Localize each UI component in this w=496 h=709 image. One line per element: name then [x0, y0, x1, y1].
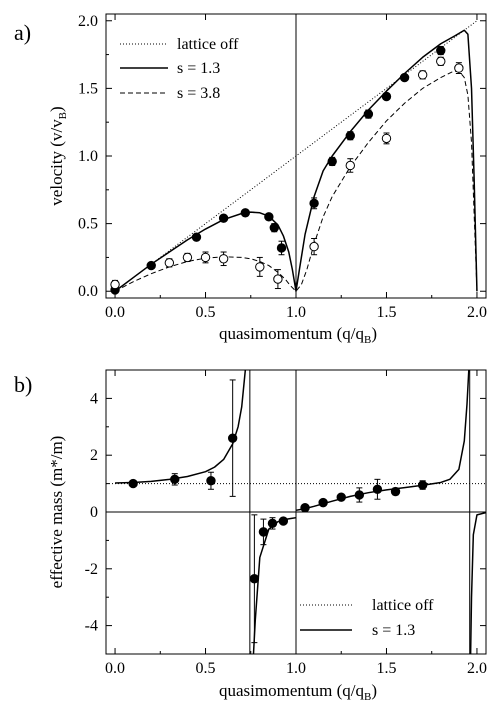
data-point-open — [218, 254, 229, 264]
data-point-open — [273, 274, 283, 284]
data-point-filled — [146, 260, 156, 271]
y-tick-label: -2 — [85, 561, 98, 578]
legend-label-s-3-8: s = 3.8 — [177, 85, 220, 102]
x-tick-label: 2.0 — [467, 660, 487, 677]
data-point-open — [164, 258, 175, 268]
data-point-filled — [318, 497, 328, 508]
data-point-open — [381, 133, 392, 144]
data-point-filled — [218, 213, 229, 223]
data-point-filled — [336, 492, 346, 502]
panel-a-label: a) — [14, 20, 31, 45]
panel-a: a) 0.0 0.5 1.0 1.5 2.0 0.0 0.5 1.0 1.5 2.0 quasim… — [14, 13, 487, 346]
curve-s-1-3 — [252, 516, 297, 654]
y-tick-label: 1.5 — [78, 80, 98, 97]
y-tick-label: 2.0 — [78, 13, 98, 30]
panel-a-data-points — [110, 45, 464, 295]
data-point-filled — [417, 480, 428, 490]
panel-a-legend: lattice off s = 1.3 s = 3.8 — [120, 36, 239, 102]
data-point-filled — [240, 208, 251, 218]
data-point-open — [454, 63, 464, 73]
data-point-open — [182, 252, 193, 263]
x-tick-label: 1.5 — [376, 660, 396, 677]
data-point-filled — [436, 45, 446, 56]
y-tick-label: 0.5 — [78, 216, 98, 233]
data-point-filled — [206, 476, 216, 486]
data-point-filled — [354, 490, 365, 500]
data-point-filled — [227, 433, 238, 443]
panel-b-y-axis-label: effective mass (m*/m) — [47, 436, 66, 589]
legend-label-s-1-3: s = 1.3 — [372, 622, 415, 639]
y-tick-label: 0.0 — [78, 283, 98, 300]
panel-a-x-axis-label: quasimomentum (q/qB) — [219, 324, 377, 346]
data-point-filled — [309, 198, 319, 209]
y-tick-label: -4 — [85, 618, 98, 635]
data-point-open — [436, 56, 446, 67]
legend-label-s-1-3: s = 1.3 — [177, 60, 220, 77]
data-point-filled — [300, 503, 310, 513]
data-point-filled — [267, 518, 278, 529]
data-point-filled — [381, 91, 392, 102]
x-tick-label: 0.5 — [196, 304, 216, 321]
panel-b-curves — [106, 370, 486, 654]
data-point-filled — [345, 131, 355, 141]
panel-b-legend: lattice off s = 1.3 — [300, 597, 434, 639]
panel-b: b) 0.0 0.5 1.0 1.5 2.0 -4 -2 0 2 4 quasimomentum … — [14, 369, 487, 703]
y-tick-label: 0 — [90, 504, 98, 521]
curve-s-1-3 — [295, 370, 470, 512]
data-point-filled — [249, 574, 260, 584]
panel-b-label: b) — [14, 372, 32, 397]
data-point-open — [417, 70, 428, 80]
x-tick-label: 2.0 — [467, 304, 487, 321]
data-point-filled — [327, 156, 337, 167]
data-point-open — [345, 160, 355, 171]
data-point-filled — [128, 478, 138, 489]
data-point-filled — [372, 484, 383, 494]
x-tick-label: 0.0 — [105, 304, 125, 321]
x-tick-label: 1.5 — [376, 304, 396, 321]
y-tick-label: 2 — [90, 447, 98, 464]
data-point-filled — [258, 527, 269, 537]
data-point-filled — [363, 109, 374, 119]
x-tick-label: 1.0 — [286, 304, 306, 321]
y-tick-label: 4 — [90, 390, 98, 407]
legend-label-lattice-off: lattice off — [372, 597, 434, 614]
legend-label-lattice-off: lattice off — [177, 36, 239, 53]
curve-s-1-3 — [115, 370, 247, 484]
panel-b-ticks: 0.0 0.5 1.0 1.5 2.0 -4 -2 0 2 4 — [85, 370, 487, 677]
y-tick-label: 1.0 — [78, 148, 98, 165]
panel-a-ticks: 0.0 0.5 1.0 1.5 2.0 0.0 0.5 1.0 1.5 2.0 — [78, 13, 487, 321]
data-point-filled — [278, 516, 289, 526]
data-point-filled — [264, 212, 274, 222]
data-point-filled — [269, 222, 279, 233]
data-point-open — [255, 262, 265, 272]
data-point-filled — [390, 486, 401, 497]
x-tick-label: 0.0 — [105, 660, 125, 677]
curve-lattice-off — [114, 20, 478, 292]
panel-b-data-points — [128, 379, 428, 644]
data-point-filled — [191, 232, 202, 242]
panel-b-reference-lines — [106, 370, 486, 654]
data-point-filled — [399, 72, 410, 83]
data-point-open — [309, 241, 319, 252]
curve-s-1-3 — [469, 511, 486, 654]
data-point-open — [200, 252, 211, 263]
data-point-filled — [276, 243, 287, 253]
x-tick-label: 0.5 — [196, 660, 216, 677]
data-point-filled — [170, 474, 180, 485]
curve-s-1-3 — [114, 29, 478, 292]
data-point-open — [110, 279, 120, 290]
x-tick-label: 1.0 — [286, 660, 306, 677]
panel-a-y-axis-label: velocity (v/vB) — [47, 106, 69, 205]
panel-b-x-axis-label: quasimomentum (q/qB) — [219, 681, 377, 703]
